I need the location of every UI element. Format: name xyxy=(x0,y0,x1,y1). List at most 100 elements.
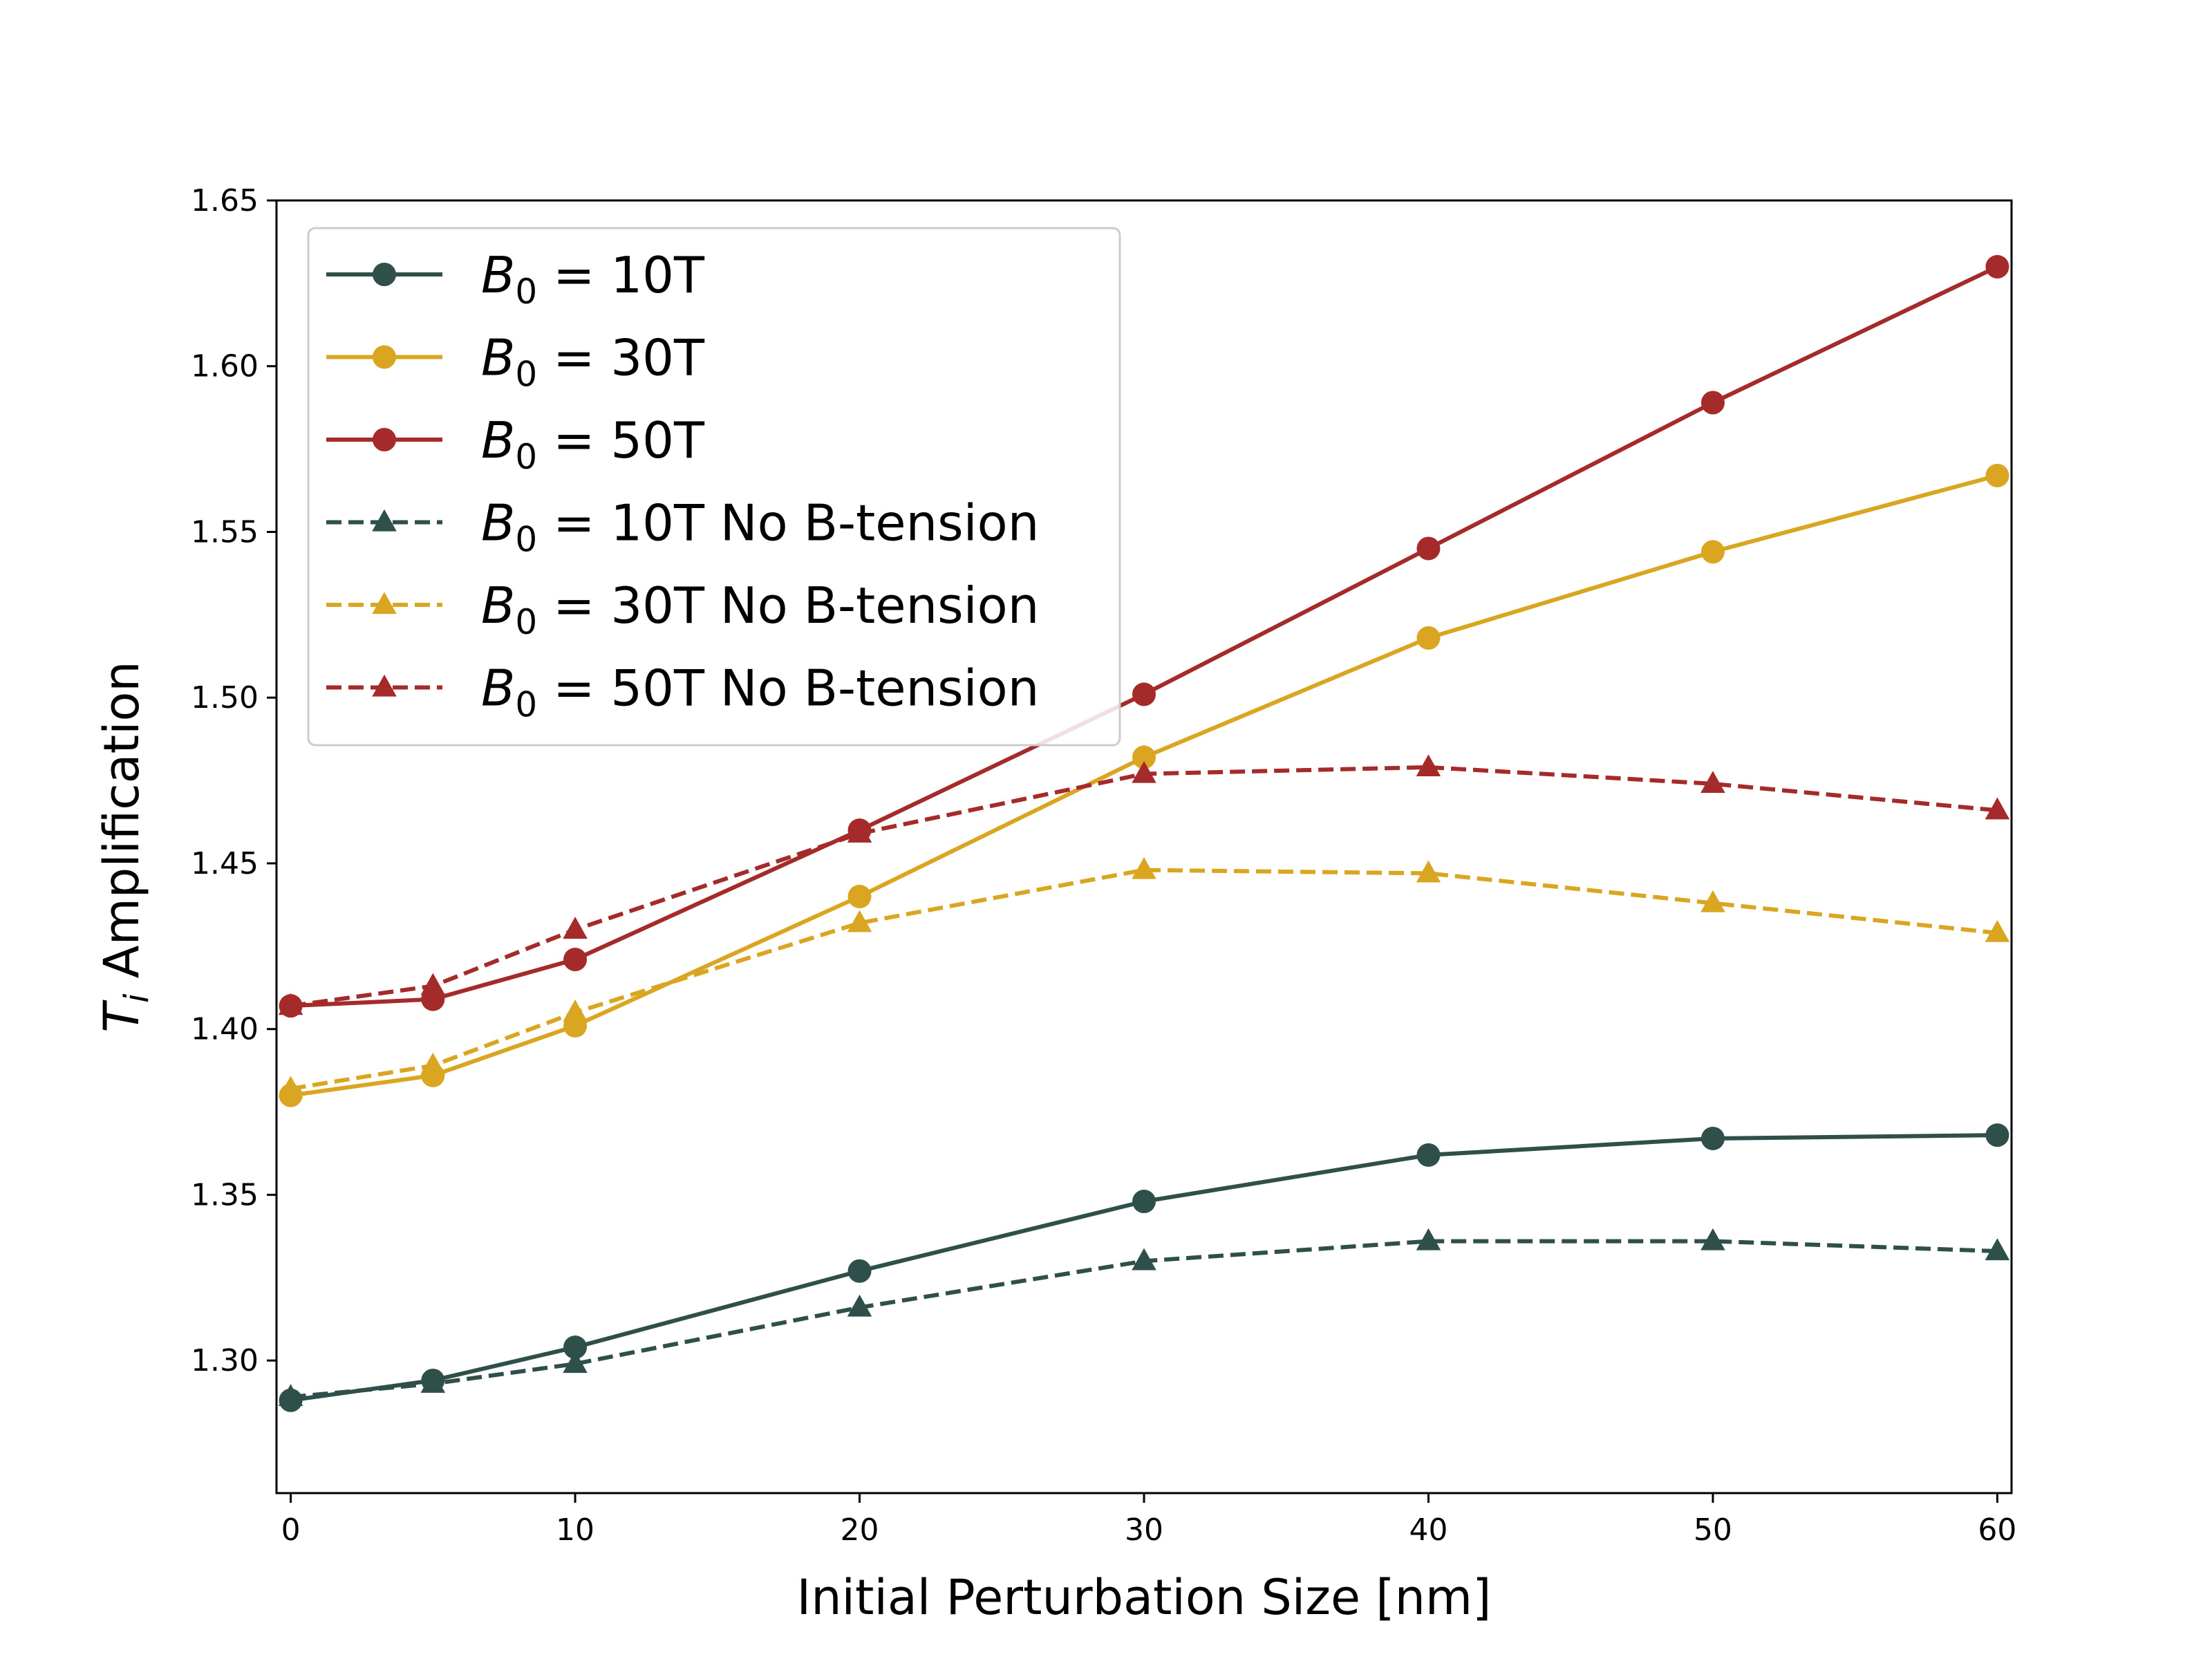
legend-marker xyxy=(372,592,397,615)
y-tick-label: 1.30 xyxy=(191,1343,259,1378)
legend-label: B0 = 50T xyxy=(481,411,705,477)
data-point xyxy=(420,973,446,995)
data-point xyxy=(563,1335,588,1360)
legend-label: B0 = 10T No B-tension xyxy=(481,494,1039,560)
legend-label-symbol: B xyxy=(481,494,515,552)
legend-label: B0 = 50T No B-tension xyxy=(481,659,1039,725)
legend-item: B0 = 10T No B-tension xyxy=(326,494,1039,560)
data-point xyxy=(563,1000,588,1022)
data-point xyxy=(1985,254,2009,279)
data-point xyxy=(1700,771,1725,793)
series-1 xyxy=(279,1123,2009,1412)
data-point xyxy=(847,1294,872,1317)
data-point xyxy=(1985,1123,2009,1147)
legend-label-symbol: B xyxy=(481,329,515,387)
data-point xyxy=(847,821,872,843)
data-point xyxy=(1416,860,1441,883)
legend-label-subscript: 0 xyxy=(515,602,537,642)
data-point xyxy=(563,948,588,972)
x-tick-label: 40 xyxy=(1409,1512,1447,1548)
data-point xyxy=(1985,919,2010,942)
data-point xyxy=(1132,745,1156,769)
data-point xyxy=(563,917,588,939)
legend-label: B0 = 10T xyxy=(481,246,705,312)
series-line xyxy=(290,1239,1998,1399)
data-point xyxy=(1416,754,1441,777)
legend-label: B0 = 30T xyxy=(481,329,705,395)
data-point xyxy=(278,1076,303,1098)
x-axis: 0 10 20 30 40 50 60 xyxy=(281,1493,2016,1548)
y-tick-label: 1.55 xyxy=(191,514,259,550)
legend-label-symbol: B xyxy=(481,577,515,635)
data-point xyxy=(1700,1126,1725,1150)
series-5 xyxy=(278,856,2010,1098)
data-point xyxy=(1985,797,2010,820)
legend-label-rest: = 10T No B-tension xyxy=(537,494,1039,552)
legend-label-symbol: B xyxy=(481,411,515,469)
series-layer xyxy=(278,254,2010,1412)
y-axis-title-text: Amplification xyxy=(93,661,150,993)
legend-label-rest: = 30T No B-tension xyxy=(537,577,1039,635)
legend-marker xyxy=(373,263,396,286)
data-point xyxy=(1132,760,1156,783)
series-line xyxy=(290,868,1998,1091)
legend-label-symbol: B xyxy=(481,246,515,304)
x-tick-label: 20 xyxy=(841,1512,879,1548)
data-point xyxy=(1700,391,1725,415)
y-axis-title: Ti Amplification xyxy=(93,661,156,1032)
data-point xyxy=(1985,1238,2010,1261)
y-tick-label: 1.65 xyxy=(191,183,259,218)
data-point xyxy=(1416,1143,1441,1167)
data-point xyxy=(420,1052,446,1075)
legend-label-rest: = 50T No B-tension xyxy=(537,659,1039,718)
x-tick-label: 30 xyxy=(1125,1512,1163,1548)
y-tick-label: 1.35 xyxy=(191,1177,259,1212)
data-point xyxy=(1700,1228,1725,1250)
data-point xyxy=(278,1384,303,1407)
data-point xyxy=(1416,536,1441,561)
x-tick-label: 10 xyxy=(556,1512,594,1548)
y-axis-title-subscript: i xyxy=(118,993,156,1003)
legend-label-subscript: 0 xyxy=(515,355,537,395)
legend-marker xyxy=(372,674,397,697)
data-point xyxy=(1132,682,1156,706)
legend-marker xyxy=(372,509,397,532)
legend-item: B0 = 30T xyxy=(326,329,705,395)
x-axis-title: Initial Perturbation Size [nm] xyxy=(797,1569,1492,1626)
data-point xyxy=(1416,1228,1441,1250)
series-line xyxy=(290,474,1998,1098)
legend-label-subscript: 0 xyxy=(515,520,537,560)
series-2 xyxy=(279,463,2009,1107)
series-line xyxy=(290,265,1998,1009)
y-axis: 1.30 1.35 1.40 1.45 1.50 1.55 1.60 1.65 xyxy=(191,183,276,1378)
y-tick-label: 1.45 xyxy=(191,846,259,881)
legend-item: B0 = 50T No B-tension xyxy=(326,659,1039,725)
data-point xyxy=(847,910,872,932)
legend-marker xyxy=(373,428,396,451)
legend-label-rest: = 50T xyxy=(537,411,705,469)
series-6 xyxy=(278,754,2010,1015)
legend-item: B0 = 10T xyxy=(326,246,705,312)
legend-label: B0 = 30T No B-tension xyxy=(481,577,1039,642)
data-point xyxy=(1132,1190,1156,1214)
data-point xyxy=(1700,540,1725,564)
x-tick-label: 60 xyxy=(1978,1512,2016,1548)
y-tick-label: 1.50 xyxy=(191,680,259,715)
series-line xyxy=(290,765,1998,1009)
data-point xyxy=(563,1351,588,1374)
data-point xyxy=(1985,463,2009,487)
data-point xyxy=(1132,1248,1156,1271)
series-4 xyxy=(278,1228,2010,1407)
legend-label-rest: = 30T xyxy=(537,329,705,387)
data-point xyxy=(1132,856,1156,879)
legend-label-symbol: B xyxy=(481,659,515,718)
data-point xyxy=(847,1259,872,1283)
legend-label-rest: = 10T xyxy=(537,246,705,304)
y-tick-label: 1.60 xyxy=(191,349,259,384)
legend-label-subscript: 0 xyxy=(515,437,537,477)
legend-marker xyxy=(373,345,396,369)
data-point xyxy=(278,993,303,1015)
y-axis-title-symbol: T xyxy=(93,1000,150,1033)
